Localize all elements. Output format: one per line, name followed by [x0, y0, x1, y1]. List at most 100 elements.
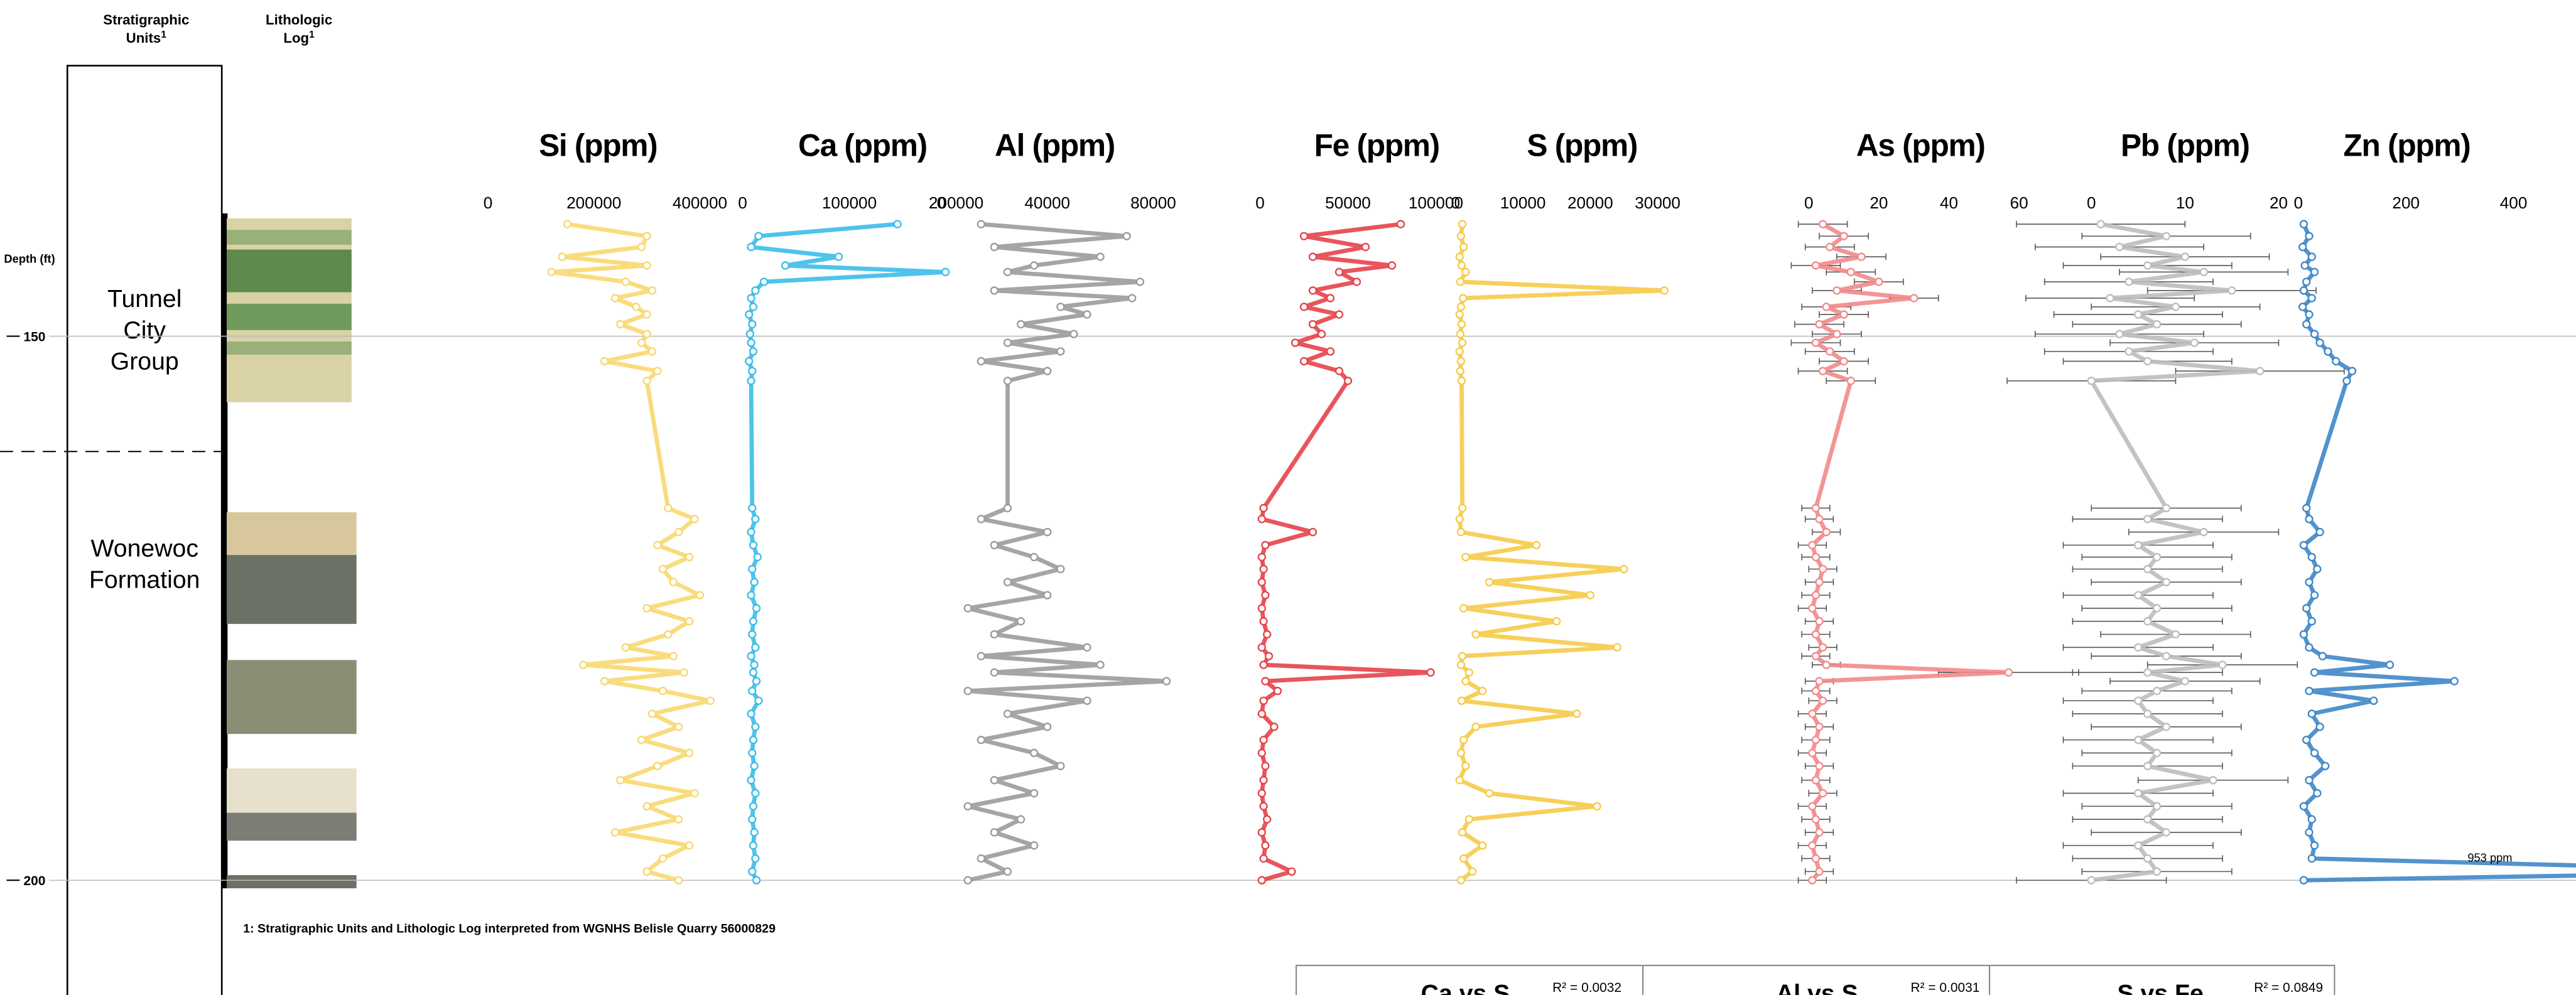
- data-point: [1815, 677, 1824, 686]
- unit-label: Wonewoc: [90, 535, 198, 562]
- data-point: [2190, 338, 2199, 347]
- crossplot-r2: R² = 0.0849: [2254, 981, 2323, 995]
- data-point: [1029, 841, 1039, 850]
- data-point: [2298, 242, 2307, 252]
- x-tick-label: 10: [2176, 193, 2194, 212]
- data-point: [1456, 277, 1465, 286]
- x-tick-label: 30000: [1635, 193, 1680, 212]
- data-point: [1478, 686, 1487, 696]
- x-tick-label: 400000: [673, 193, 727, 212]
- data-point: [2152, 320, 2162, 329]
- data-point: [2143, 515, 2152, 524]
- data-point: [747, 376, 755, 385]
- data-point: [1456, 330, 1465, 338]
- data-point: [751, 515, 760, 524]
- data-point: [751, 723, 760, 731]
- data-point: [2299, 220, 2308, 229]
- unit-label: Formation: [89, 566, 200, 593]
- data-point: [642, 802, 651, 811]
- data-point: [1096, 252, 1105, 261]
- data-point: [2313, 564, 2322, 574]
- data-point: [658, 564, 668, 574]
- data-point: [759, 277, 769, 286]
- data-point: [1317, 330, 1326, 338]
- data-point: [1593, 802, 1601, 811]
- data-point: [658, 854, 668, 863]
- litho-bed: [227, 660, 357, 734]
- data-point: [747, 776, 755, 785]
- data-point: [642, 867, 651, 876]
- data-point: [1257, 709, 1266, 718]
- crossplot-frame: [1296, 964, 2335, 995]
- litho-bed: [227, 303, 352, 330]
- data-point: [2162, 503, 2171, 513]
- x-tick-label: 80000: [1130, 193, 1176, 212]
- panel: As (ppm) 0 20 40 60: [1790, 127, 2079, 885]
- crossplot-title: Al vs S: [1776, 979, 1858, 995]
- data-point: [674, 723, 683, 731]
- litho-bed: [227, 249, 352, 293]
- data-point: [751, 286, 760, 295]
- data-point: [685, 748, 694, 758]
- data-point: [2143, 668, 2152, 677]
- data-point: [1818, 696, 1827, 705]
- data-point: [1532, 541, 1541, 550]
- data-point: [744, 310, 754, 319]
- data-point: [2162, 232, 2171, 240]
- annotation: 953 ppm: [2467, 851, 2512, 864]
- data-point: [1259, 854, 1268, 863]
- panel: S (ppm) 0 10000 20000 30000: [1451, 127, 1680, 885]
- data-point: [1257, 748, 1266, 758]
- data-point: [1259, 660, 1268, 669]
- data-point: [706, 696, 715, 705]
- data-point: [2299, 541, 2308, 550]
- data-point: [2298, 303, 2307, 311]
- data-point: [1455, 252, 1464, 261]
- data-point: [1334, 267, 1344, 277]
- data-point: [1261, 841, 1270, 850]
- data-point: [2134, 591, 2143, 600]
- data-point: [1457, 320, 1466, 329]
- data-point: [1016, 815, 1026, 824]
- data-point: [2134, 696, 2143, 705]
- data-point: [1458, 294, 1468, 303]
- data-point: [2307, 552, 2316, 562]
- data-point: [2305, 643, 2314, 652]
- x-tick-label: 0: [1804, 193, 1814, 212]
- data-point: [563, 220, 572, 229]
- data-point: [600, 357, 609, 366]
- data-point: [1455, 515, 1464, 524]
- data-point: [1459, 854, 1468, 863]
- data-point: [1456, 232, 1466, 240]
- data-point: [2310, 267, 2319, 277]
- data-point: [642, 232, 651, 240]
- panel: Fe (ppm) 0 50000 100000: [1255, 127, 1463, 885]
- data-point: [2134, 541, 2143, 550]
- data-point: [1083, 643, 1091, 652]
- strat-header: Units1: [126, 30, 167, 46]
- data-point: [2302, 503, 2311, 513]
- data-point: [1334, 310, 1344, 319]
- data-point: [1818, 367, 1827, 375]
- data-point: [748, 367, 757, 375]
- data-point: [621, 643, 630, 652]
- data-point: [2218, 660, 2227, 669]
- data-point: [2004, 668, 2013, 677]
- x-tick-label: 200000: [566, 193, 621, 212]
- data-point: [1815, 578, 1824, 586]
- data-point: [1822, 303, 1831, 311]
- data-point: [749, 735, 758, 745]
- data-point: [751, 643, 760, 652]
- data-point: [747, 338, 755, 347]
- data-point: [747, 242, 755, 252]
- data-point: [748, 748, 757, 758]
- panel: Si (ppm) 0 200000 400000: [484, 127, 727, 885]
- data-point: [664, 630, 673, 639]
- data-point: [1815, 515, 1824, 524]
- x-tick-label: 100000: [822, 193, 877, 212]
- data-point: [750, 828, 759, 837]
- data-point: [2152, 686, 2162, 696]
- data-point: [2162, 828, 2171, 837]
- panel-title: Ca (ppm): [798, 127, 927, 163]
